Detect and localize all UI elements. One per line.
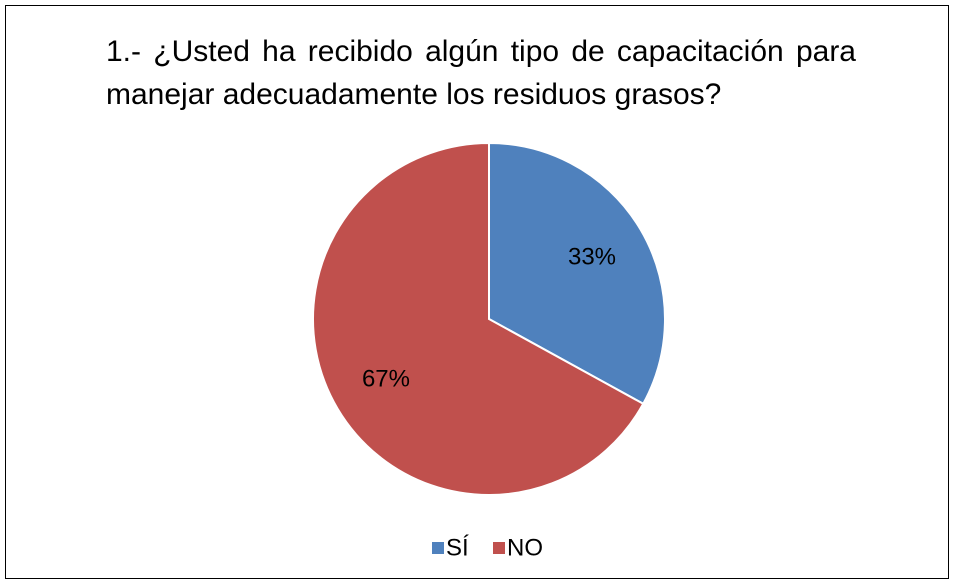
- legend-label: NO: [507, 534, 543, 561]
- legend-swatch: [493, 542, 505, 554]
- pie-slice: [488, 141, 666, 406]
- legend-swatch: [432, 542, 444, 554]
- legend-label: SÍ: [446, 534, 469, 561]
- data-label: 67%: [362, 365, 410, 392]
- chart-title: 1.- ¿Usted ha recibido algún tipo de cap…: [106, 35, 856, 111]
- data-label: 33%: [568, 243, 616, 270]
- chart-frame: [5, 5, 949, 579]
- pie-slice: [312, 141, 645, 496]
